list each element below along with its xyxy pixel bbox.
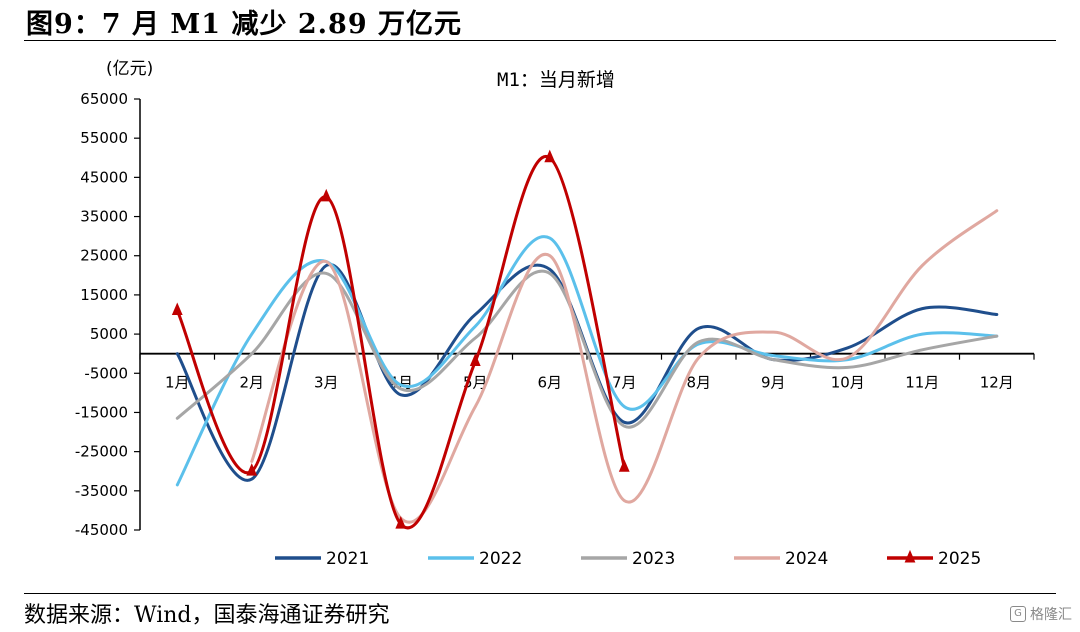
data-point-2025 <box>171 302 183 316</box>
x-tick-label: 6月 <box>537 374 562 392</box>
figure-title: 图9：7 月 M1 减少 2.89 万亿元 <box>26 9 463 40</box>
series-line-2024 <box>250 209 999 524</box>
chart-title: M1：当月新增 <box>497 69 615 91</box>
y-tick-label: -5000 <box>84 364 128 382</box>
data-point-2025 <box>320 188 332 202</box>
y-tick-label: -35000 <box>75 482 128 500</box>
x-tick-label: 9月 <box>761 374 786 392</box>
series-layer <box>171 149 999 529</box>
y-tick-label: 55000 <box>80 129 128 147</box>
y-axis-unit-label: (亿元) <box>106 59 153 79</box>
data-point-2025 <box>544 149 556 163</box>
x-tick-label: 1月 <box>165 374 190 392</box>
line-chart: (亿元) M1：当月新增 65000 55000 45000 35000 25000 15… <box>75 59 1035 569</box>
x-tick-label: 3月 <box>314 374 339 392</box>
data-point-2025 <box>395 516 407 529</box>
data-point-2025 <box>246 463 258 476</box>
x-tick-label: 8月 <box>686 374 711 392</box>
legend-label-2025: 2025 <box>938 549 981 569</box>
y-tick-label: 5000 <box>90 325 128 343</box>
watermark-logo-icon: G <box>1010 606 1026 622</box>
y-tick-label: 25000 <box>80 247 128 265</box>
y-tick-label: 65000 <box>80 90 128 108</box>
series-line-2025 <box>175 154 626 529</box>
legend-label-2024: 2024 <box>785 549 828 569</box>
watermark-text: 格隆汇 <box>1030 607 1072 623</box>
y-tick-label: -45000 <box>75 521 128 539</box>
y-tick-label: 35000 <box>80 208 128 226</box>
legend: 2021 2022 2023 2024 2025 <box>275 549 981 569</box>
legend-label-2021: 2021 <box>326 549 369 569</box>
source-note: 数据来源：Wind，国泰海通证券研究 <box>24 603 390 628</box>
series-2025 <box>171 149 630 529</box>
top-rule <box>24 40 1056 41</box>
legend-label-2023: 2023 <box>632 549 675 569</box>
axes: 65000 55000 45000 35000 25000 15000 5000 -5000 -… <box>75 90 1035 539</box>
x-tick-label: 7月 <box>612 374 637 392</box>
y-tick-label: 15000 <box>80 286 128 304</box>
legend-label-2022: 2022 <box>479 549 522 569</box>
y-tick-label: 45000 <box>80 168 128 186</box>
x-tick-label: 12月 <box>980 374 1014 392</box>
series-2023 <box>175 269 999 429</box>
series-line-2023 <box>175 269 999 429</box>
series-2021 <box>175 263 999 482</box>
x-tick-label: 11月 <box>905 374 939 392</box>
x-tick-label: 2月 <box>239 374 264 392</box>
series-2024 <box>250 209 999 524</box>
bottom-rule <box>24 593 1056 594</box>
y-tick-label: -15000 <box>75 403 128 421</box>
series-line-2021 <box>175 263 999 482</box>
legend-marker-2025 <box>904 549 916 563</box>
data-point-2025 <box>469 353 481 366</box>
watermark: G 格隆汇 <box>1010 604 1072 624</box>
y-tick-label: -25000 <box>75 443 128 461</box>
x-tick-label: 10月 <box>831 374 865 392</box>
data-point-2025 <box>618 459 630 472</box>
